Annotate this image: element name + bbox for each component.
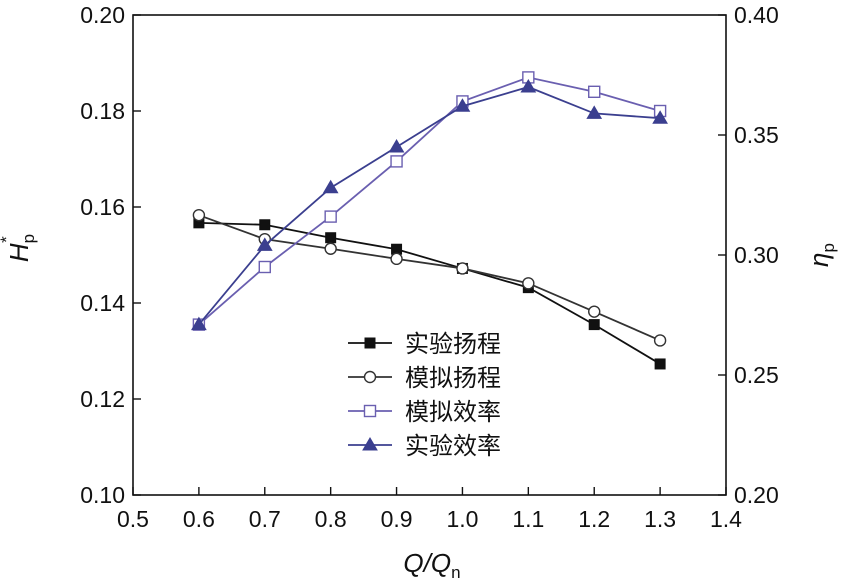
data-point: [653, 334, 667, 347]
y-right-axis-title-sub: p: [819, 243, 838, 252]
y-right-axis-title-group: ηp: [804, 243, 838, 267]
x-tick-label: 0.9: [381, 506, 413, 532]
data-point: [454, 98, 471, 112]
data-point: [322, 179, 339, 194]
data-point: [390, 252, 403, 266]
x-tick-label: 1.1: [512, 506, 544, 532]
x-tick-label: 1.3: [644, 506, 676, 532]
y-left-axis-title-main: H: [4, 243, 34, 262]
x-tick-label: 0.8: [315, 506, 347, 532]
data-point: [191, 316, 207, 331]
legend-item: 实验效率: [348, 432, 501, 460]
x-tick-label: 1.2: [578, 506, 610, 532]
y-left-tick-label: 0.12: [80, 386, 125, 412]
legend-label: 实验效率: [405, 432, 501, 460]
series-layer: [191, 71, 668, 370]
legend-item: 模拟扬程: [348, 364, 501, 392]
series-line: [198, 76, 661, 326]
data-point: [588, 319, 600, 331]
y-left-axis-title-sup: *: [0, 236, 16, 243]
y-right-tick-label: 0.30: [734, 242, 779, 268]
axes: 0.5 0.6 0.7 0.8 0.9 1.0 1.1 1.2 1.3 1.4 0.10 0.12 0.…: [80, 2, 779, 532]
legend-marker: [363, 404, 377, 418]
y-left-tick-label: 0.20: [80, 2, 125, 28]
data-point: [388, 139, 405, 153]
x-axis-title-main: Q/Q: [403, 548, 451, 578]
series-line: [198, 221, 661, 365]
y-left-tick-label: 0.10: [80, 482, 125, 508]
data-point: [258, 260, 271, 274]
data-point: [520, 79, 537, 93]
axis-titles: Q/Qn Hp* ηp: [0, 234, 838, 582]
legend-marker: [363, 370, 377, 384]
series-2: [192, 208, 667, 347]
data-point: [456, 262, 469, 275]
data-point: [325, 232, 337, 244]
data-point: [256, 237, 273, 251]
y-left-axis-title-group: Hp*: [0, 234, 38, 262]
y-left-axis-title-sub: p: [19, 234, 38, 243]
data-point: [324, 210, 337, 223]
y-left-tick-label: 0.18: [80, 98, 125, 124]
series-line: [198, 86, 661, 326]
legend-label: 模拟扬程: [405, 364, 501, 392]
x-tick-label: 1.4: [710, 506, 742, 532]
data-point: [390, 155, 403, 168]
x-axis-title-sub: n: [451, 563, 460, 582]
y-right-tick-label: 0.25: [734, 362, 779, 388]
legend-label: 实验扬程: [405, 330, 501, 358]
data-point: [652, 110, 668, 124]
data-point: [586, 105, 603, 119]
x-tick-label: 0.6: [183, 506, 215, 532]
data-point: [588, 85, 601, 99]
legend-marker: [362, 437, 378, 451]
y-right-axis-title-main: η: [804, 253, 834, 267]
legend-label: 模拟效率: [405, 398, 501, 426]
legend-marker: [364, 337, 376, 349]
x-axis-title: Q/Qn: [403, 548, 460, 582]
y-right-tick-label: 0.40: [734, 2, 779, 28]
data-point: [654, 358, 666, 370]
data-point: [324, 242, 337, 255]
y-right-axis-title: ηp: [804, 243, 838, 267]
legend-item: 实验扬程: [348, 330, 501, 358]
x-tick-label: 0.7: [249, 506, 281, 532]
x-tick-label: 1.0: [446, 506, 478, 532]
data-point: [259, 219, 271, 231]
data-point: [522, 277, 535, 290]
y-right-tick-label: 0.20: [734, 482, 779, 508]
y-right-tick-label: 0.35: [734, 122, 779, 148]
series-line: [198, 214, 661, 342]
x-tick-label: 0.5: [117, 506, 149, 532]
legend-item: 模拟效率: [348, 398, 501, 426]
series-4: [191, 79, 668, 331]
y-left-tick-label: 0.16: [80, 194, 125, 220]
data-point: [192, 208, 206, 222]
y-left-tick-label: 0.14: [80, 290, 125, 316]
y-left-axis-title: Hp*: [0, 234, 38, 262]
data-point: [588, 305, 601, 318]
